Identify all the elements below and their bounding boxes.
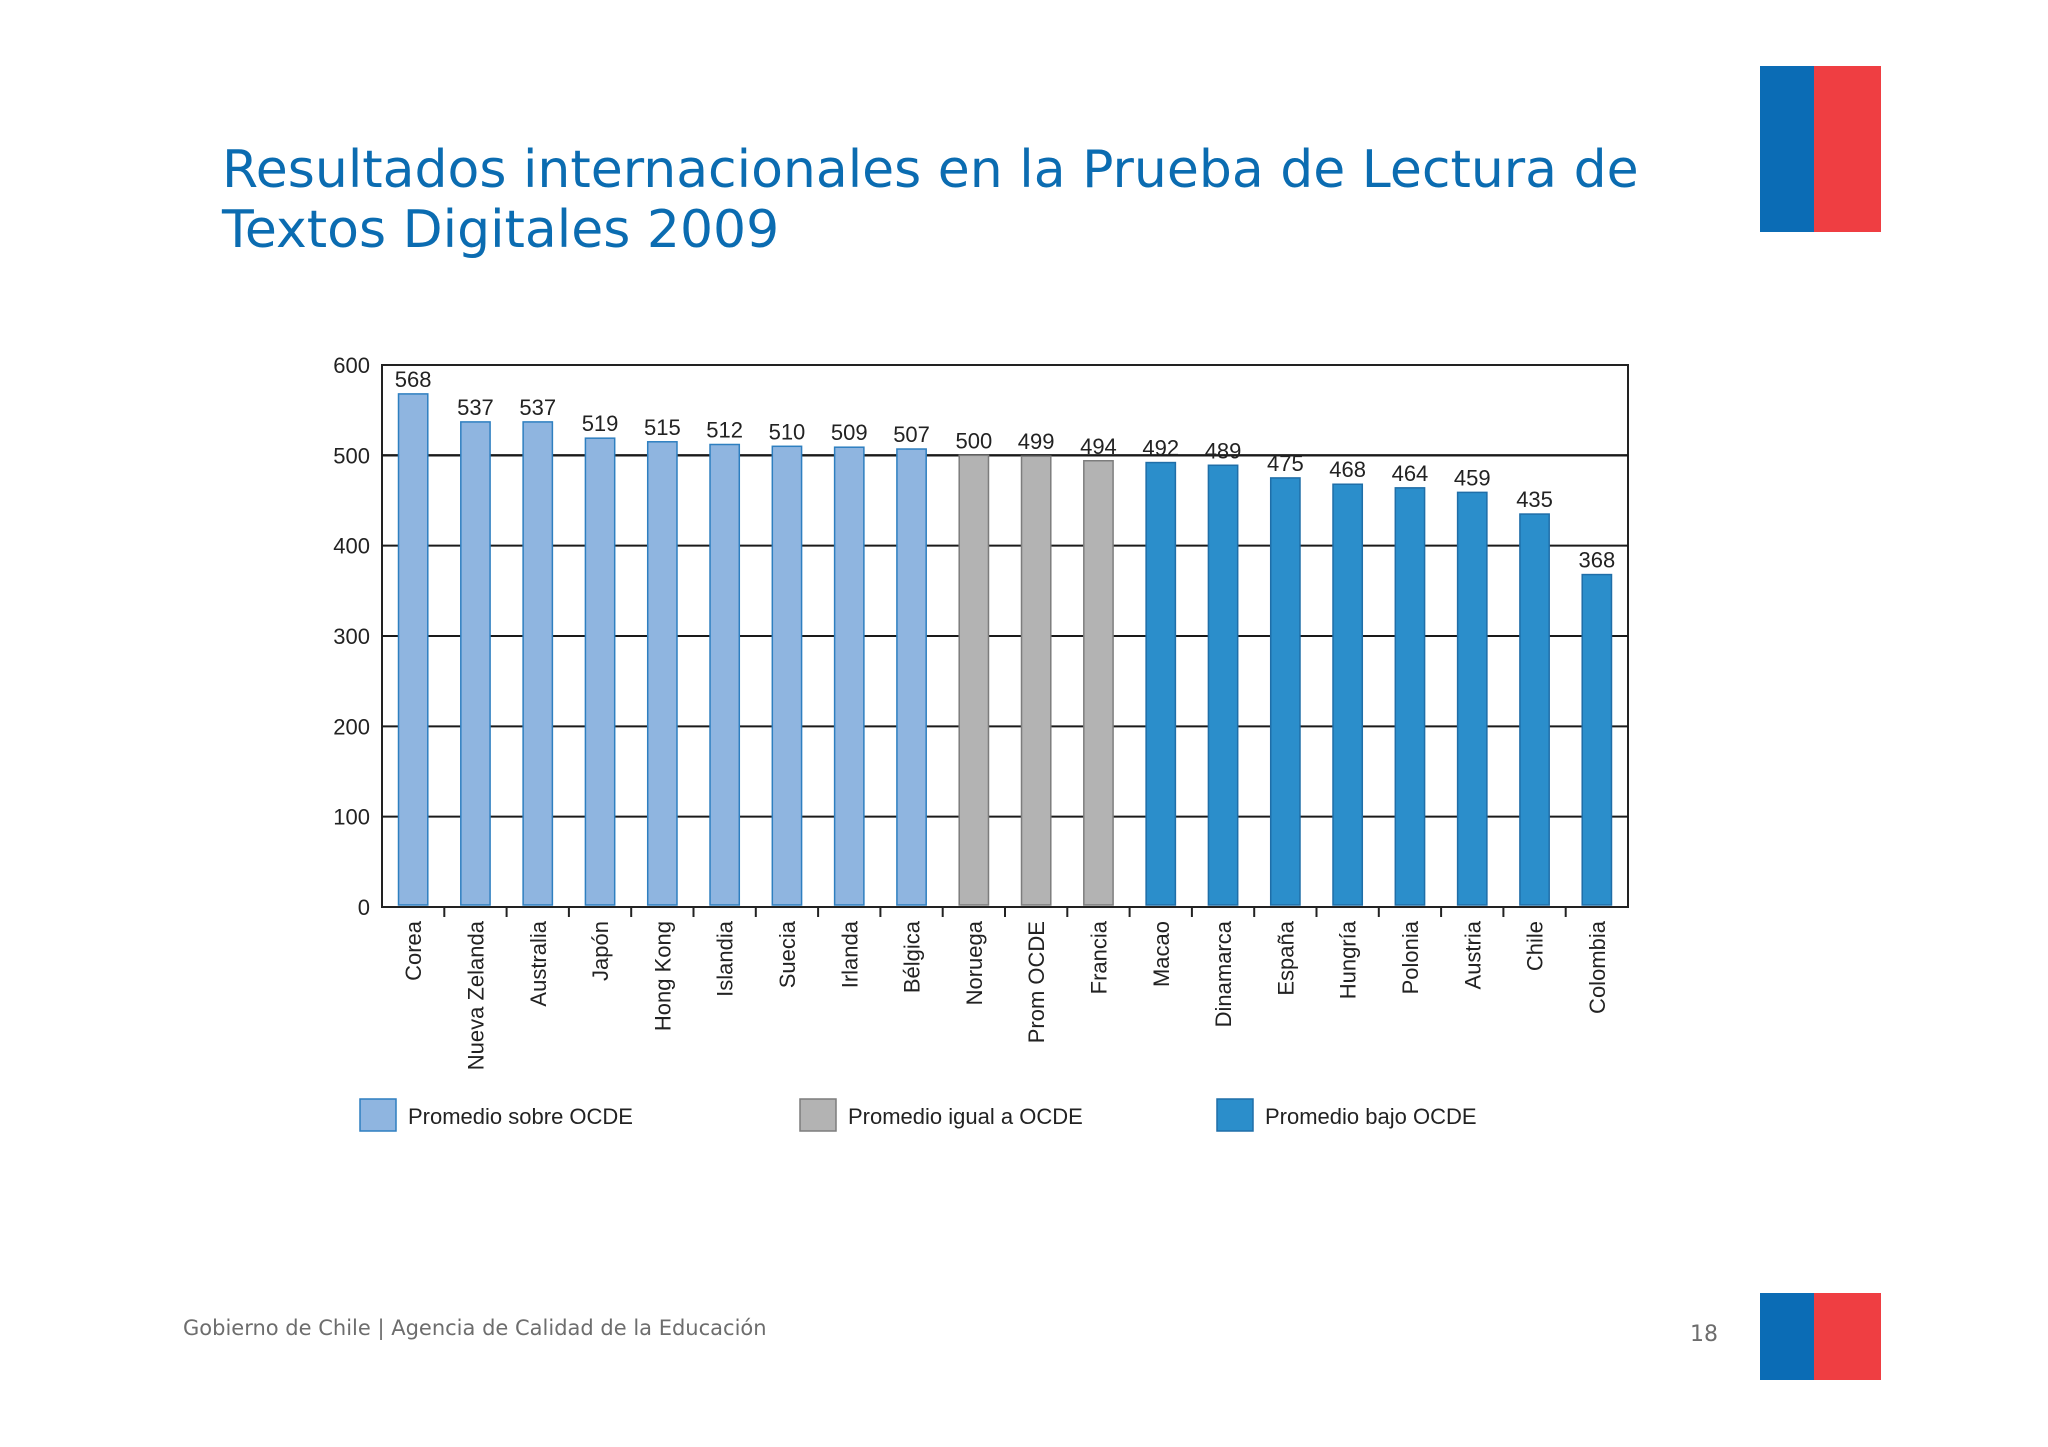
data-label: 499	[1018, 429, 1055, 454]
data-label: 537	[457, 395, 494, 420]
x-tick-label: Irlanda	[837, 920, 862, 988]
x-tick-label: Bélgica	[900, 920, 925, 993]
x-tick-label: Dinamarca	[1211, 920, 1236, 1027]
legend-label: Promedio igual a OCDE	[848, 1104, 1083, 1129]
x-tick-label: Austria	[1460, 920, 1485, 989]
bar-españa	[1269, 477, 1301, 906]
bar-polonia	[1394, 487, 1426, 906]
y-tick-label: 300	[333, 624, 370, 649]
legend-swatch-igual	[799, 1098, 837, 1132]
y-tick-label: 0	[358, 895, 370, 920]
chile-flag-logo-bottom	[1760, 1293, 1881, 1380]
data-label: 494	[1080, 434, 1117, 459]
bar-dinamarca	[1207, 464, 1239, 906]
bar-hungría	[1332, 483, 1364, 906]
bar-colombia	[1581, 573, 1613, 906]
x-tick-label: Australia	[526, 920, 551, 1006]
data-label: 489	[1205, 438, 1242, 463]
x-tick-label: Francia	[1086, 920, 1111, 994]
bar-australia	[522, 421, 554, 906]
data-label: 475	[1267, 451, 1304, 476]
bar-bélgica	[896, 448, 927, 906]
x-tick-label: Prom OCDE	[1024, 921, 1049, 1043]
y-tick-label: 600	[333, 353, 370, 378]
bar-chart: 0 100 200 300 400 500 600 568 Corea 537 Nueva Zela…	[290, 340, 1690, 1175]
y-tick-label: 400	[333, 534, 370, 559]
x-tick-label: Nueva Zelanda	[463, 920, 488, 1070]
bar-nueva-zelanda	[460, 421, 491, 906]
data-label: 509	[831, 420, 868, 445]
x-tick-label: Macao	[1149, 921, 1174, 987]
bar-chart-svg: 0 100 200 300 400 500 600 568 Corea 537 Nueva Zela…	[333, 353, 1629, 1132]
flag-blue-band	[1760, 66, 1814, 232]
bar-macao	[1145, 461, 1177, 906]
bar-irlanda	[833, 446, 865, 906]
legend-swatch-sobre	[359, 1098, 397, 1132]
data-label: 515	[644, 415, 681, 440]
bar-corea	[397, 393, 429, 906]
x-tick-label: Corea	[401, 920, 426, 981]
bar-francia	[1083, 460, 1114, 906]
bar-japón	[584, 437, 616, 906]
data-label: 500	[955, 428, 992, 453]
y-tick-label: 100	[333, 805, 370, 830]
legend-label: Promedio sobre OCDE	[408, 1104, 633, 1129]
data-label: 507	[893, 422, 930, 447]
legend-swatch-bajo	[1216, 1098, 1254, 1132]
x-tick-label: Chile	[1523, 921, 1548, 971]
x-tick-label: Hungría	[1336, 920, 1361, 999]
data-label: 435	[1516, 487, 1553, 512]
data-label: 468	[1329, 457, 1366, 482]
x-tick-label: España	[1273, 920, 1298, 995]
data-label: 492	[1142, 436, 1179, 461]
footer-text: Gobierno de Chile | Agencia de Calidad d…	[183, 1316, 767, 1340]
x-tick-label: Suecia	[775, 920, 800, 988]
bar-noruega	[958, 454, 990, 906]
x-tick-label: Polonia	[1398, 920, 1423, 994]
bar-prom-ocde	[1020, 455, 1052, 906]
bar-suecia	[771, 445, 803, 906]
flag-red-band	[1814, 1293, 1881, 1380]
legend-label: Promedio bajo OCDE	[1265, 1104, 1477, 1129]
x-tick-label: Colombia	[1585, 920, 1610, 1014]
bar-islandia	[709, 443, 741, 906]
x-tick-label: Hong Kong	[650, 921, 675, 1031]
bar-austria	[1456, 491, 1488, 906]
data-label: 537	[519, 395, 556, 420]
data-label: 510	[769, 419, 806, 444]
bar-hong-kong	[646, 441, 678, 906]
flag-blue-band	[1760, 1293, 1814, 1380]
data-label: 368	[1578, 548, 1615, 573]
data-label: 568	[395, 367, 432, 392]
y-tick-label: 200	[333, 714, 370, 739]
chile-flag-logo-top	[1760, 66, 1881, 232]
data-label: 512	[706, 417, 743, 442]
x-tick-label: Islandia	[713, 920, 738, 997]
x-tick-label: Japón	[588, 921, 613, 981]
bar-chile	[1519, 513, 1550, 906]
flag-red-band	[1814, 66, 1881, 232]
data-label: 459	[1454, 465, 1491, 490]
y-tick-label: 500	[333, 443, 370, 468]
page-number: 18	[1690, 1322, 1718, 1347]
slide-title: Resultados internacionales en la Prueba …	[222, 140, 1639, 260]
data-label: 464	[1392, 461, 1429, 486]
x-tick-label: Noruega	[962, 920, 987, 1005]
data-label: 519	[582, 411, 619, 436]
